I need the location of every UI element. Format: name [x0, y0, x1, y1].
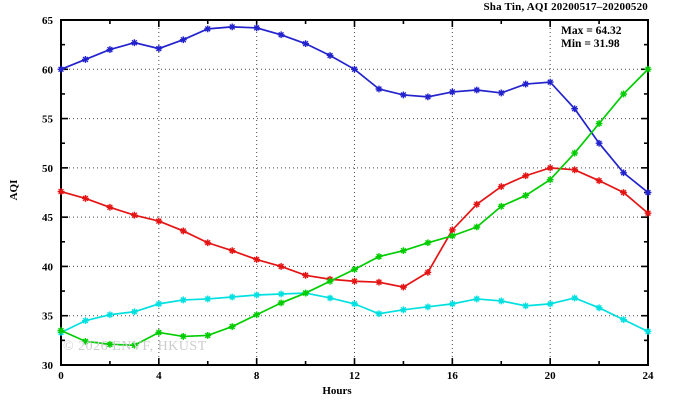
- green-line-markers: [57, 65, 652, 349]
- y-tick-label: 50: [42, 163, 54, 175]
- y-tick-label: 55: [42, 114, 54, 126]
- max-value-label: Max = 64.32: [561, 25, 622, 37]
- watermark: © 2026 ENVF, HKUST: [63, 339, 207, 354]
- x-tick-label: 16: [447, 370, 459, 382]
- x-tick-label: 8: [254, 370, 260, 382]
- x-tick-label: 20: [545, 370, 557, 382]
- x-tick-label: 4: [156, 370, 162, 382]
- blue-line-markers: [57, 23, 652, 196]
- x-tick-label: 24: [643, 370, 655, 382]
- x-tick-label: 12: [349, 370, 361, 382]
- y-tick-label: 65: [42, 15, 54, 27]
- y-axis-title: AQI: [8, 179, 20, 201]
- x-axis-title: Hours: [322, 385, 352, 397]
- y-tick-label: 40: [42, 261, 54, 273]
- min-value-label: Min = 31.98: [561, 38, 620, 50]
- y-tick-label: 30: [42, 360, 54, 372]
- y-tick-label: 45: [42, 212, 54, 224]
- y-tick-label: 60: [42, 64, 54, 76]
- chart-title: Sha Tin, AQI 20200517–20200520: [483, 1, 648, 13]
- y-tick-label: 35: [42, 311, 54, 323]
- x-tick-label: 0: [58, 370, 64, 382]
